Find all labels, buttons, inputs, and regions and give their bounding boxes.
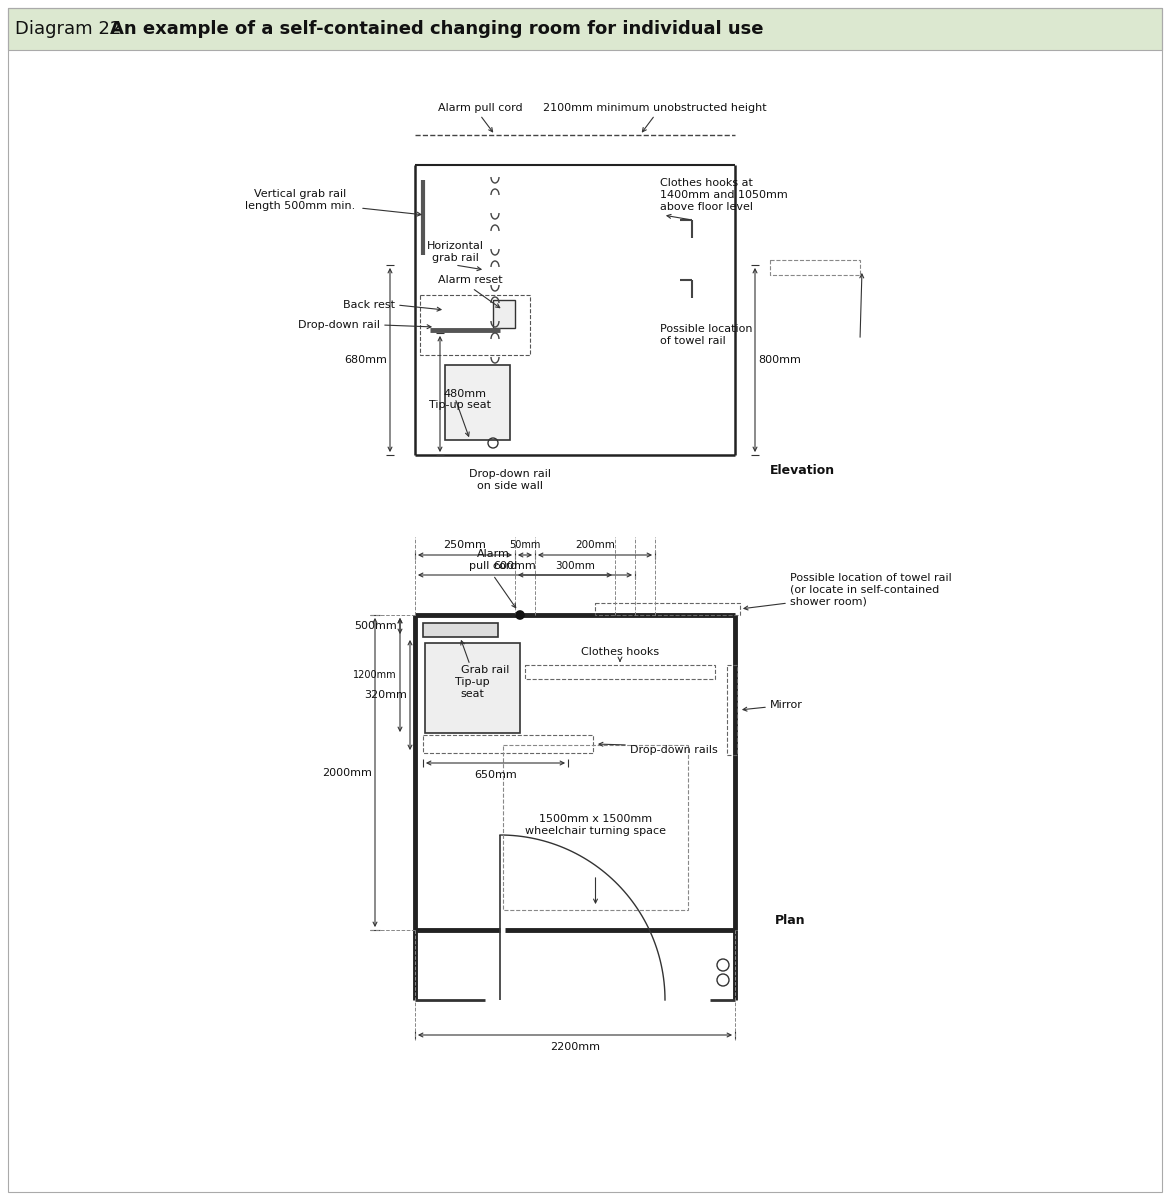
Text: Grab rail: Grab rail: [461, 665, 509, 674]
Circle shape: [516, 611, 524, 619]
Text: Horizontal
grab rail: Horizontal grab rail: [427, 241, 483, 263]
Text: 2000mm: 2000mm: [322, 768, 372, 778]
Text: Drop-down rails: Drop-down rails: [629, 745, 717, 755]
Text: 1200mm: 1200mm: [353, 670, 397, 680]
Text: 250mm: 250mm: [443, 540, 487, 550]
Text: 300mm: 300mm: [555, 560, 594, 571]
Bar: [8, 8, 1162, 50]
Text: Tip-up seat: Tip-up seat: [429, 400, 491, 410]
Text: Possible location of towel rail
(or locate in self-contained
shower room): Possible location of towel rail (or loca…: [790, 574, 951, 607]
Text: 600mm: 600mm: [494, 560, 536, 571]
Text: 50mm: 50mm: [509, 540, 541, 550]
Bar: [525, 665, 715, 679]
Bar: [493, 300, 515, 328]
Text: 1500mm x 1500mm
wheelchair turning space: 1500mm x 1500mm wheelchair turning space: [525, 814, 666, 835]
Bar: [503, 745, 688, 910]
Bar: [424, 734, 593, 754]
Bar: [420, 295, 530, 355]
Text: Drop-down rail
on side wall: Drop-down rail on side wall: [469, 469, 551, 491]
Bar: [727, 665, 737, 755]
Text: Clothes hooks at
1400mm and 1050mm
above floor level: Clothes hooks at 1400mm and 1050mm above…: [660, 179, 787, 211]
Text: Plan: Plan: [775, 913, 806, 926]
Text: Alarm pull cord: Alarm pull cord: [438, 103, 522, 113]
Bar: [596, 602, 739, 614]
Text: 2100mm minimum unobstructed height: 2100mm minimum unobstructed height: [543, 103, 766, 113]
Bar: [445, 365, 510, 440]
Text: 480mm: 480mm: [443, 389, 486, 398]
Text: Elevation: Elevation: [770, 463, 835, 476]
Text: 650mm: 650mm: [474, 770, 517, 780]
Text: Mirror: Mirror: [770, 700, 803, 710]
Text: 320mm: 320mm: [364, 690, 407, 700]
Text: 200mm: 200mm: [576, 540, 615, 550]
Text: 800mm: 800mm: [758, 355, 801, 365]
Text: 680mm: 680mm: [344, 355, 387, 365]
Text: Clothes hooks: Clothes hooks: [581, 647, 659, 658]
Text: Alarm
pull cord: Alarm pull cord: [469, 550, 517, 571]
Bar: [425, 643, 519, 733]
Text: 2200mm: 2200mm: [550, 1042, 600, 1052]
Text: Tip-up
seat: Tip-up seat: [455, 677, 489, 698]
Text: Diagram 22: Diagram 22: [15, 20, 122, 38]
Text: Alarm reset: Alarm reset: [438, 275, 502, 284]
Text: An example of a self-contained changing room for individual use: An example of a self-contained changing …: [110, 20, 764, 38]
Text: Possible location
of towel rail: Possible location of towel rail: [660, 324, 752, 346]
Text: 500mm: 500mm: [355, 622, 397, 631]
Bar: [424, 623, 498, 637]
Text: Back rest: Back rest: [343, 300, 395, 310]
Text: Vertical grab rail
length 500mm min.: Vertical grab rail length 500mm min.: [245, 190, 356, 211]
Text: Drop-down rail: Drop-down rail: [298, 320, 380, 330]
Bar: [770, 260, 860, 275]
